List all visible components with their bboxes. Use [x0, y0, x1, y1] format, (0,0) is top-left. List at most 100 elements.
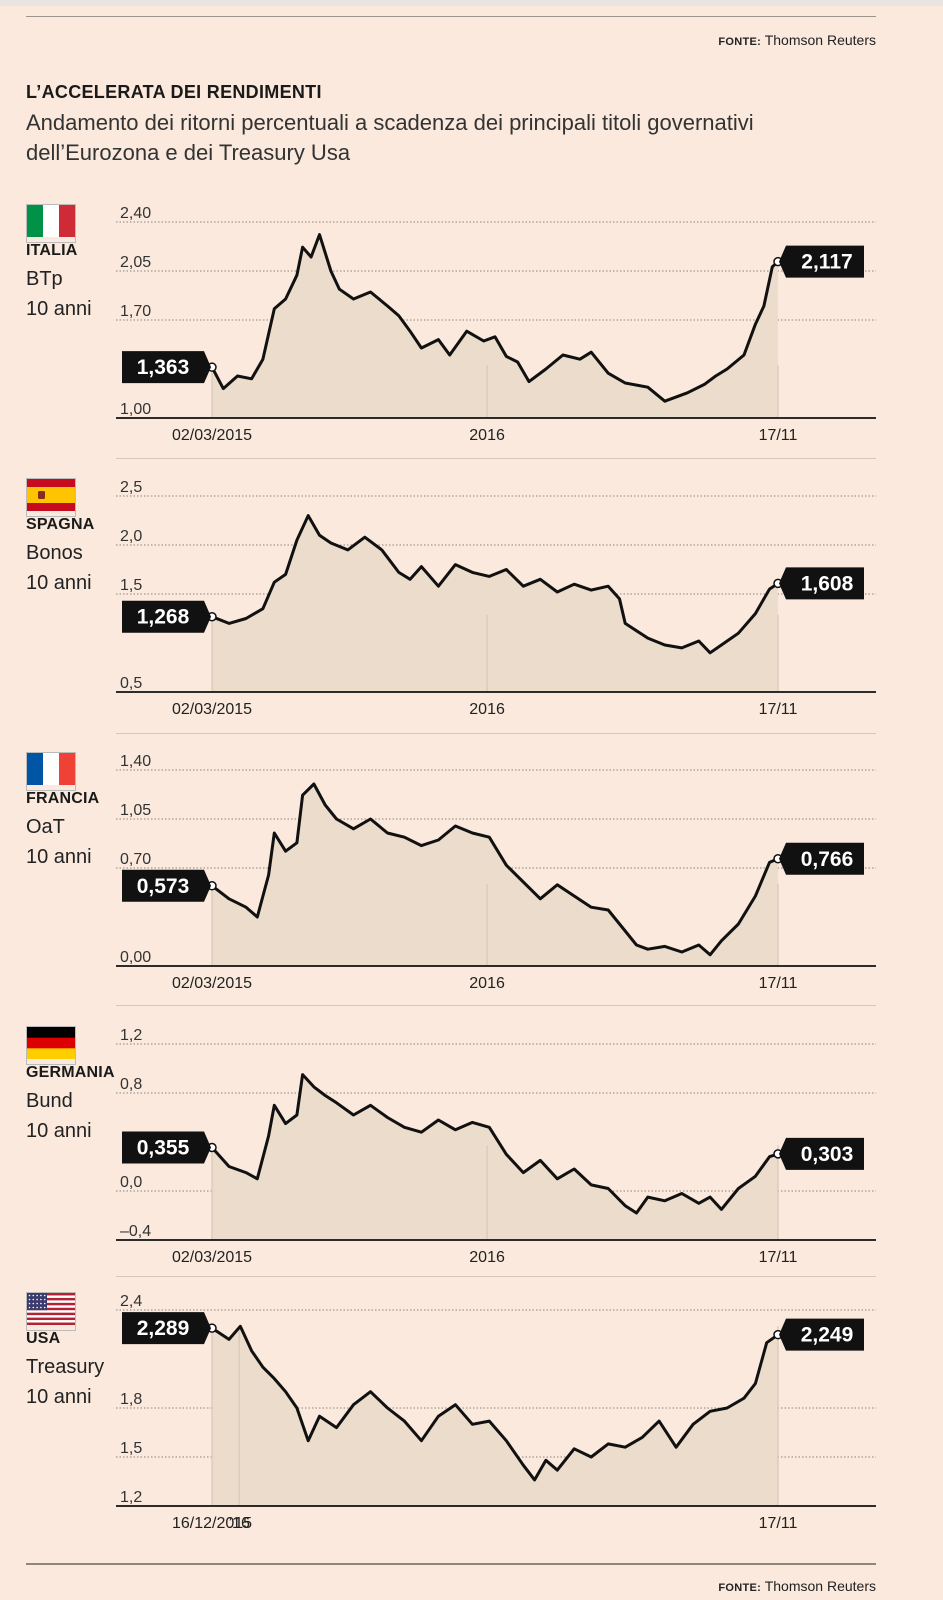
y-tick-label: 2,40	[120, 205, 151, 222]
x-tick-label: 02/03/2015	[172, 427, 252, 444]
maturity-label: 10 anni	[26, 572, 92, 594]
end-value-label: 2,249	[801, 1324, 854, 1347]
start-value-box	[122, 1131, 211, 1164]
country-label: FRANCIA	[26, 790, 100, 807]
y-tick-label: 1,05	[120, 802, 151, 819]
yield-chart-spagna: 0,5 1,5 2,0 2,5 02/03/2015 2016 17/11 1,268 1,60…	[116, 479, 876, 718]
yield-chart-italia: 1,00 1,70 2,05 2,40 02/03/2015 2016 17/11 1,363…	[116, 205, 876, 444]
x-tick-label: 2016	[469, 427, 505, 444]
flag-icon	[26, 204, 76, 243]
yield-chart-germania: –0,4 0,0 0,8 1,2 02/03/2015 2016 17/11 0,355 0,3…	[116, 1027, 876, 1266]
start-value-label: 2,289	[137, 1317, 190, 1340]
top-rule	[26, 16, 876, 17]
x-tick-label: 02/03/2015	[172, 975, 252, 992]
bottom-rule	[26, 1563, 876, 1565]
x-tick-label: ’16	[228, 1515, 249, 1532]
flag-icon	[26, 752, 76, 791]
yield-line	[210, 782, 780, 957]
bond-name: Bonos	[26, 542, 83, 564]
area-fill	[212, 515, 778, 692]
x-tick-label: 2016	[469, 975, 505, 992]
chart-title: L’ACCELERATA DEI RENDIMENTI	[26, 82, 322, 102]
end-value-box	[779, 1318, 864, 1351]
country-label: SPAGNA	[26, 516, 95, 533]
top-strip	[0, 0, 943, 6]
x-tick-label: 02/03/2015	[172, 1249, 252, 1266]
bond-name: OaT	[26, 816, 65, 838]
y-tick-label: 2,05	[120, 254, 151, 271]
area-fill	[212, 1326, 778, 1506]
y-tick-label: 1,5	[120, 1440, 142, 1457]
source-top: FONTE: Thomson Reuters	[718, 32, 876, 48]
y-tick-label: 0,0	[120, 1174, 142, 1191]
start-value-label: 1,268	[137, 606, 190, 629]
y-tick-label: –0,4	[120, 1223, 151, 1240]
chart-subtitle: Andamento dei ritorni percentuali a scad…	[26, 110, 754, 165]
end-value-label: 2,117	[801, 251, 852, 274]
end-value-label: 0,303	[801, 1143, 854, 1166]
x-tick-label: 17/11	[759, 1515, 798, 1532]
area-fill	[212, 234, 778, 418]
yield-line	[210, 1073, 780, 1215]
y-tick-label: 1,8	[120, 1391, 142, 1408]
x-tick-label: 02/03/2015	[172, 701, 252, 718]
y-tick-label: 1,2	[120, 1489, 142, 1506]
x-tick-label: 2016	[469, 1249, 505, 1266]
start-value-label: 1,363	[137, 356, 190, 379]
y-tick-label: 0,5	[120, 675, 142, 692]
end-value-label: 0,766	[801, 848, 854, 871]
source-bottom: FONTE: Thomson Reuters	[718, 1578, 876, 1594]
y-tick-label: 0,00	[120, 949, 151, 966]
panel-separator	[116, 458, 876, 459]
x-tick-label: 17/11	[759, 701, 798, 718]
country-label: GERMANIA	[26, 1064, 115, 1081]
end-value-box	[779, 567, 864, 600]
yield-line	[210, 514, 780, 655]
x-tick-label: 17/11	[759, 427, 798, 444]
bond-name: BTp	[26, 268, 63, 290]
end-value-box	[779, 1137, 864, 1170]
x-tick-label: 17/11	[759, 975, 798, 992]
y-tick-label: 1,40	[120, 753, 151, 770]
panel-separator	[116, 1276, 876, 1277]
start-value-box	[122, 600, 211, 633]
start-value-label: 0,355	[137, 1137, 190, 1160]
yield-line	[210, 1324, 780, 1482]
flag-icon	[26, 478, 76, 517]
x-tick-label: 2016	[469, 701, 505, 718]
y-tick-label: 0,8	[120, 1076, 142, 1093]
panel-separator	[116, 733, 876, 734]
end-value-box	[779, 245, 864, 278]
maturity-label: 10 anni	[26, 846, 92, 868]
start-value-box	[122, 351, 211, 384]
maturity-label: 10 anni	[26, 1386, 92, 1408]
x-tick-label: 16/12/2015	[172, 1515, 252, 1532]
country-label: ITALIA	[26, 242, 78, 259]
start-value-box	[122, 869, 211, 902]
y-tick-label: 1,00	[120, 401, 151, 418]
end-value-label: 1,608	[801, 572, 854, 595]
flag-icon	[26, 1292, 76, 1331]
yield-line	[210, 233, 780, 403]
area-fill	[212, 1074, 778, 1240]
y-tick-label: 2,4	[120, 1293, 142, 1310]
end-value-box	[779, 842, 864, 875]
y-tick-label: 2,0	[120, 528, 142, 545]
start-value-label: 0,573	[137, 875, 190, 898]
flag-icon	[26, 1026, 76, 1065]
yield-chart-usa: 1,2 1,5 1,8 2,4 16/12/2015’16 17/11 2,289 2,249	[116, 1293, 876, 1532]
bond-name: Treasury	[26, 1356, 105, 1378]
maturity-label: 10 anni	[26, 1120, 92, 1142]
y-tick-label: 0,70	[120, 851, 151, 868]
maturity-label: 10 anni	[26, 298, 92, 320]
start-value-box	[122, 1312, 211, 1345]
panel-separator	[116, 1005, 876, 1006]
y-tick-label: 1,5	[120, 577, 142, 594]
yield-chart-francia: 0,00 0,70 1,05 1,40 02/03/2015 2016 17/11 0,573…	[116, 753, 876, 992]
bond-name: Bund	[26, 1090, 73, 1112]
x-tick-label: 17/11	[759, 1249, 798, 1266]
y-tick-label: 1,2	[120, 1027, 142, 1044]
area-fill	[212, 784, 778, 966]
y-tick-label: 1,70	[120, 303, 151, 320]
